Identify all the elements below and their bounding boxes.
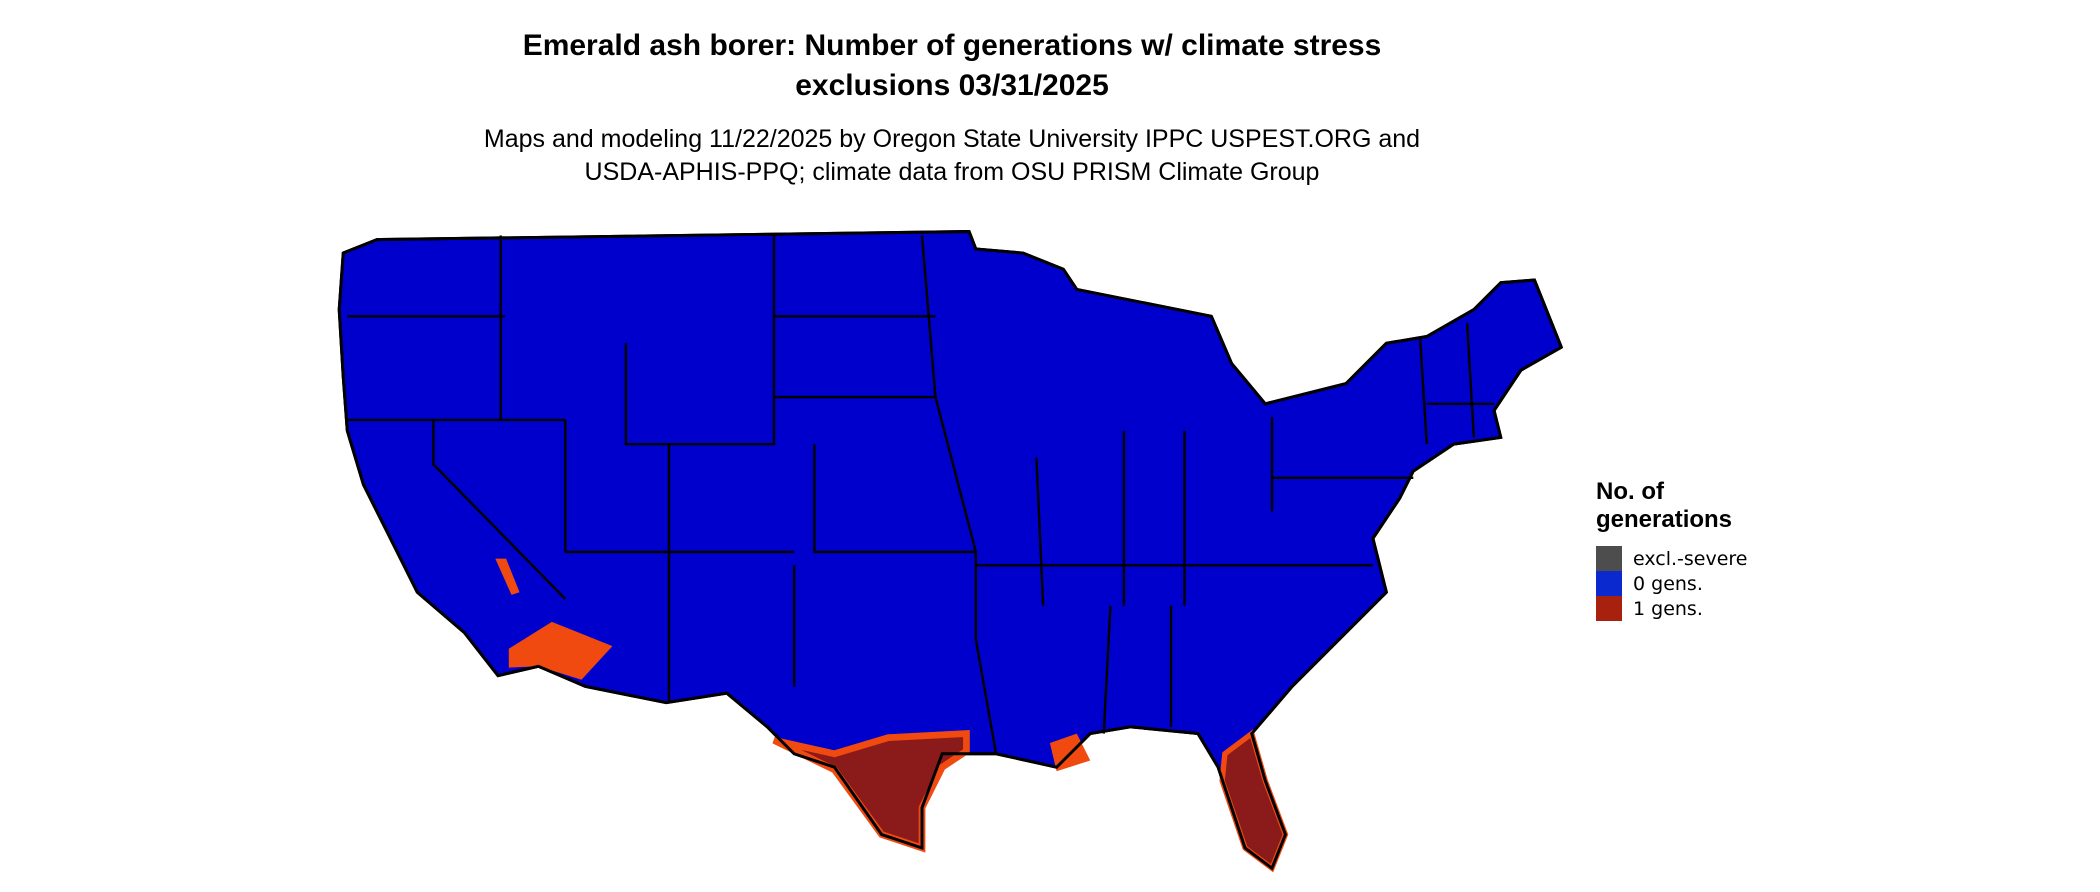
us-outline-border xyxy=(337,230,1564,871)
state-borders xyxy=(347,235,1495,754)
legend-label: 1 gens. xyxy=(1633,597,1703,620)
texas-one-gen xyxy=(772,730,970,853)
title-line-2: exclusions 03/31/2025 xyxy=(795,69,1109,102)
legend-swatch xyxy=(1596,596,1622,621)
map-title: Emerald ash borer: Number of generations… xyxy=(452,26,1452,106)
legend-label: 0 gens. xyxy=(1633,572,1703,595)
nevada-one-gen xyxy=(495,558,520,595)
subtitle-line-2: USDA-APHIS-PPQ; climate data from OSU PR… xyxy=(584,158,1320,186)
legend-swatch xyxy=(1596,571,1622,596)
legend-item-1-gens: 1 gens. xyxy=(1596,596,1748,621)
legend-items: excl.-severe 0 gens. 1 gens. xyxy=(1596,546,1748,621)
florida-one-gen xyxy=(1219,729,1289,873)
title-line-1: Emerald ash borer: Number of generations… xyxy=(522,29,1382,62)
legend-title-line-2: generations xyxy=(1596,506,1733,533)
southwest-one-gen xyxy=(508,621,613,680)
legend-swatch xyxy=(1596,546,1622,571)
legend: No. of generations excl.-severe 0 gens. … xyxy=(1596,478,1748,621)
legend-item-0-gens: 0 gens. xyxy=(1596,571,1748,596)
legend-item-excl-severe: excl.-severe xyxy=(1596,546,1748,571)
us-outline-zero-gens xyxy=(337,230,1563,870)
legend-label: excl.-severe xyxy=(1633,547,1748,570)
legend-title: No. of generations xyxy=(1596,478,1748,534)
map-subtitle: Maps and modeling 11/22/2025 by Oregon S… xyxy=(402,123,1502,189)
legend-title-line-1: No. of xyxy=(1596,478,1664,505)
subtitle-line-1: Maps and modeling 11/22/2025 by Oregon S… xyxy=(483,125,1421,153)
